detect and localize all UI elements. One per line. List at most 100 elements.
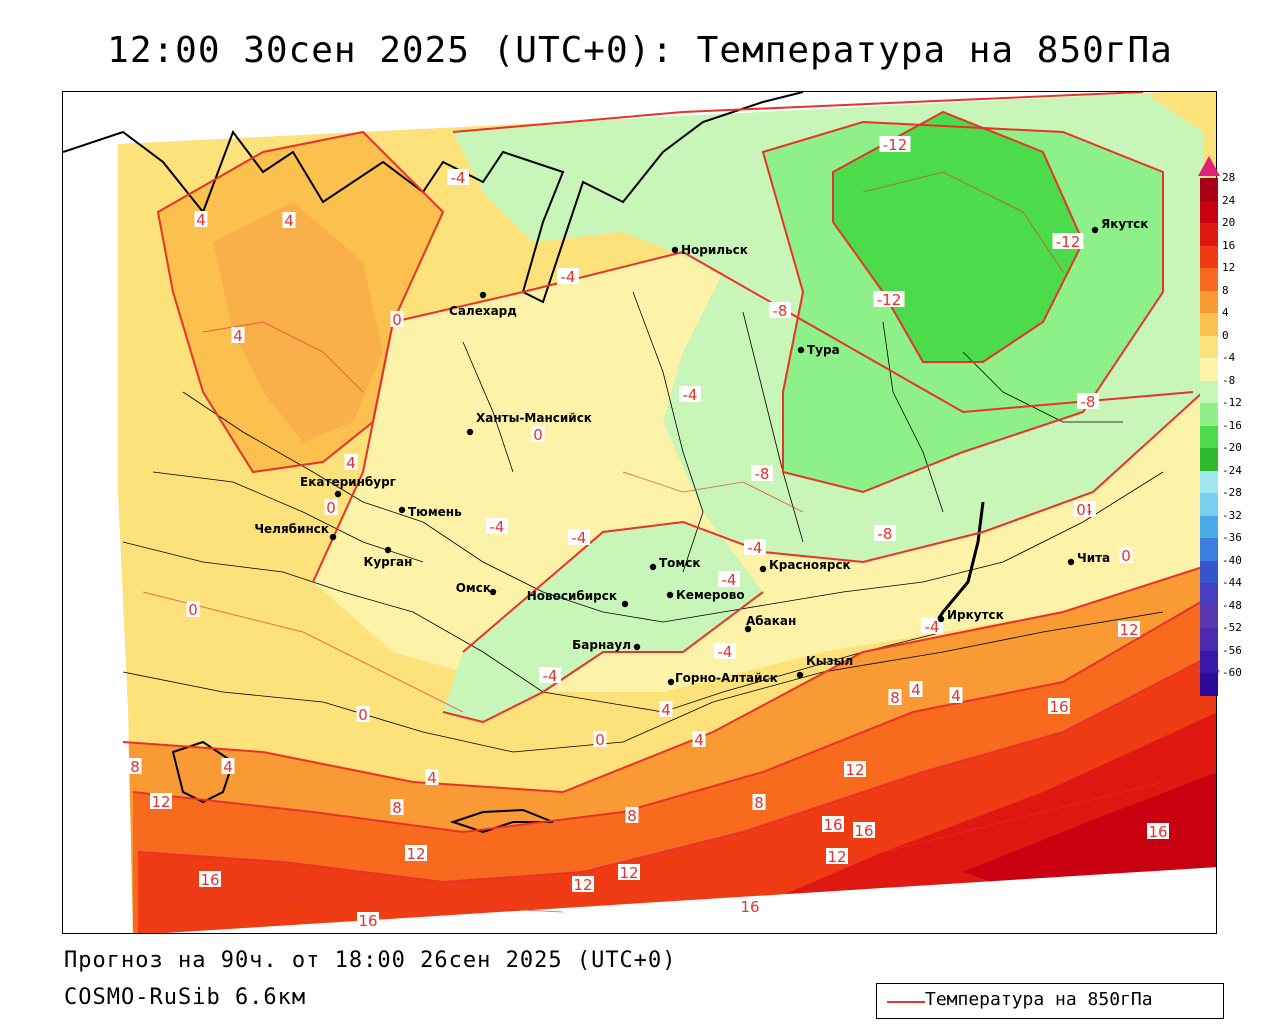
colorbar-tick-label: -28 bbox=[1222, 486, 1242, 499]
isoline-label-bg bbox=[879, 136, 911, 152]
isoline-label-bg bbox=[390, 799, 404, 815]
isoline-label: 4 bbox=[951, 687, 961, 705]
isoline-label-bg bbox=[1074, 501, 1088, 517]
isoline-label: -4 bbox=[543, 667, 558, 685]
isoline-label: -12 bbox=[877, 291, 902, 309]
city-dot bbox=[666, 591, 674, 599]
city-dot bbox=[1067, 558, 1075, 566]
isoline-label: 16 bbox=[854, 822, 873, 840]
colorbar-tick-label: -12 bbox=[1222, 396, 1242, 409]
isoline-label: -4 bbox=[925, 618, 940, 636]
city-dot bbox=[1091, 226, 1099, 234]
city-label: Салехард bbox=[449, 304, 517, 318]
legend: Температура на 850гПа bbox=[876, 983, 1224, 1019]
city-label: Кызыл bbox=[806, 654, 853, 668]
city-label: Якутск bbox=[1101, 217, 1148, 231]
isoline-label-bg bbox=[853, 822, 875, 838]
isoline-label: 4 bbox=[284, 212, 294, 230]
city-dot bbox=[796, 671, 804, 679]
colorbar-tick-label: 8 bbox=[1222, 283, 1229, 297]
colorbar-tick-label: -36 bbox=[1222, 531, 1242, 544]
colorbar-cell bbox=[1200, 403, 1218, 426]
isoline-label: 16 bbox=[358, 912, 377, 930]
colorbar-cell bbox=[1200, 583, 1218, 606]
isoline-label-bg bbox=[844, 761, 866, 777]
colorbar-cell bbox=[1200, 448, 1218, 471]
isoline-label-bg bbox=[659, 701, 673, 717]
city-label: Ханты-Мансийск bbox=[476, 411, 592, 425]
legend-line-swatch bbox=[887, 1001, 925, 1003]
city-dot bbox=[384, 546, 392, 554]
isoline-label: -8 bbox=[1081, 393, 1096, 411]
colorbar-cell bbox=[1200, 245, 1218, 268]
colorbar-cell bbox=[1200, 425, 1218, 448]
isoline-label-bg bbox=[718, 571, 740, 587]
isoline-label: -8 bbox=[773, 302, 788, 320]
isoline-label-bg bbox=[826, 848, 848, 864]
isoline-label: -4 bbox=[572, 529, 587, 547]
colorbar-tick-label: -44 bbox=[1222, 576, 1242, 589]
aral-sea-coast bbox=[171, 740, 235, 804]
isoline-label: 0 bbox=[1076, 501, 1086, 519]
isoline-label-bg bbox=[221, 758, 235, 774]
colorbar-tick-label: -24 bbox=[1222, 463, 1242, 477]
balkhash-coast bbox=[449, 808, 554, 834]
isoline-label: 0 bbox=[392, 311, 402, 329]
isoline-label-bg bbox=[1119, 547, 1133, 563]
colorbar-cell bbox=[1200, 470, 1218, 493]
colorbar-tick-label: 24 bbox=[1222, 193, 1236, 207]
model-name: COSMO-RuSib 6.6км bbox=[64, 985, 307, 1010]
isoline-label: 4 bbox=[196, 211, 206, 229]
colorbar-cell bbox=[1200, 358, 1218, 381]
isoline-label: 4 bbox=[911, 681, 921, 699]
isoline-label-bg bbox=[1077, 393, 1099, 409]
isoline-label: -12 bbox=[883, 136, 908, 154]
colorbar-cell bbox=[1200, 628, 1218, 651]
city-label: Курган bbox=[364, 555, 413, 569]
isoline-label: -12 bbox=[1056, 233, 1081, 251]
city-dot bbox=[649, 563, 657, 571]
isoline-label-bg bbox=[752, 794, 766, 810]
temperature-map[interactable]: -12-12-12-8-8-8-8-4-4-4-4-4-4-4-4-4-4-40… bbox=[62, 91, 1217, 934]
isoline-label-bg bbox=[822, 816, 844, 832]
colorbar-tick-label: -56 bbox=[1222, 643, 1242, 657]
isoline-label: 0 bbox=[533, 426, 543, 444]
city-label: Тура bbox=[807, 343, 840, 357]
colorbar-cell bbox=[1200, 515, 1218, 538]
colorbar-cell bbox=[1200, 200, 1218, 223]
city-dot bbox=[621, 600, 629, 608]
isoline-label-bg bbox=[909, 681, 923, 697]
isoline-label: 4 bbox=[346, 454, 356, 472]
isoline-label: 8 bbox=[754, 794, 764, 812]
isoline-label-bg bbox=[593, 731, 607, 747]
colorbar-tick-label: -20 bbox=[1222, 441, 1242, 454]
colorbar-cell bbox=[1200, 290, 1218, 313]
city-label: Горно-Алтайск bbox=[675, 671, 778, 685]
isoline-label-bg bbox=[357, 912, 379, 928]
isoline-label: 12 bbox=[619, 864, 638, 882]
isoline-label: 12 bbox=[406, 845, 425, 863]
isoline-label-bg bbox=[744, 539, 766, 555]
colorbar-cell bbox=[1200, 538, 1218, 561]
city-dot bbox=[334, 490, 342, 498]
isoline-label: 0 bbox=[1121, 547, 1131, 565]
city-label: Иркутск bbox=[947, 608, 1004, 622]
city-dot bbox=[937, 615, 945, 623]
city-dot bbox=[797, 346, 805, 354]
city-label: Томск bbox=[659, 556, 701, 570]
colorbar-cell bbox=[1200, 268, 1218, 291]
colorbar-tick-label: -60 bbox=[1222, 666, 1242, 679]
colorbar-tick-label: -8 bbox=[1222, 373, 1236, 387]
colorbar-tick-label: -48 bbox=[1222, 598, 1242, 612]
city-label: Омск bbox=[456, 581, 491, 595]
isoline-label-bg bbox=[769, 302, 791, 318]
colorbar-cell bbox=[1200, 335, 1218, 358]
city-dot bbox=[398, 506, 406, 514]
isoline-label-bg bbox=[568, 529, 590, 545]
isoline-label: 12 bbox=[845, 761, 864, 779]
isoline-label: -4 bbox=[683, 386, 698, 404]
isoline-label: -4 bbox=[490, 518, 505, 536]
isoline-label: 4 bbox=[233, 327, 243, 345]
colorbar-tick-label: 0 bbox=[1222, 328, 1229, 342]
isoline-label-bg bbox=[921, 618, 943, 634]
